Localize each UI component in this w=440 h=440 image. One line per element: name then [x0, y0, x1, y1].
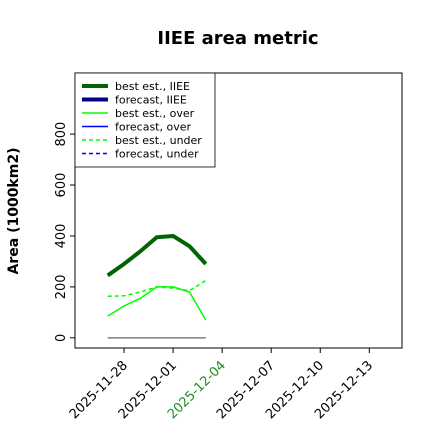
y-tick-label: 800	[54, 122, 69, 147]
legend-label: forecast, IIEE	[115, 94, 187, 107]
line-series	[107, 279, 207, 298]
line-series	[106, 233, 208, 278]
y-tick-label: 400	[54, 224, 69, 249]
legend-label: best est., IIEE	[115, 80, 190, 93]
y-tick-label: 0	[54, 334, 69, 342]
y-tick-label: 600	[54, 173, 69, 198]
legend-label: best est., over	[115, 107, 195, 120]
legend-box	[74, 72, 216, 168]
legend-label: best est., under	[115, 134, 202, 147]
line-series	[107, 286, 207, 321]
plot-frame	[74, 72, 403, 349]
chart-title: IIEE area metric	[157, 28, 318, 49]
y-tick-label: 200	[54, 274, 69, 299]
legend-label: forecast, over	[115, 121, 191, 134]
legend-label: forecast, under	[115, 148, 199, 161]
y-axis-label: Area (1000km2)	[6, 148, 22, 275]
